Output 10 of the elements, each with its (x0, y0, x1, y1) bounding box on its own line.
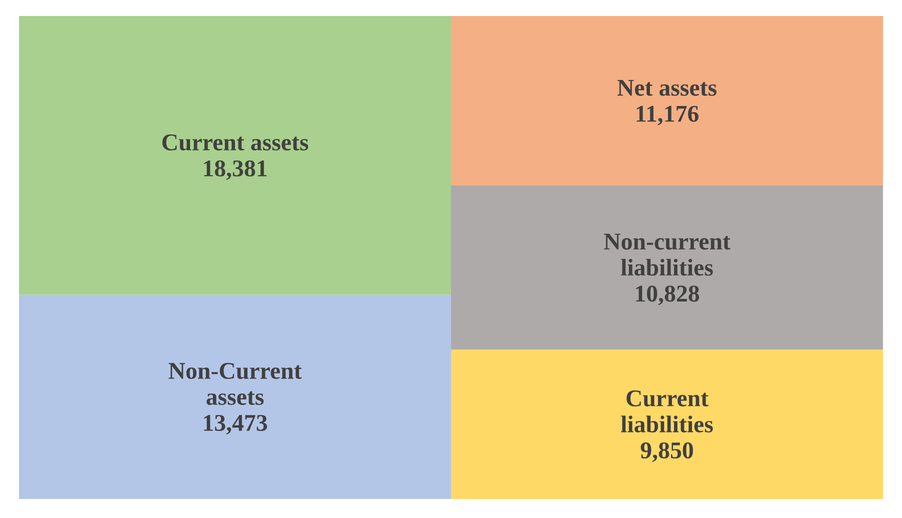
category-label: Non-current liabilities (604, 234, 730, 276)
category-label: Non-Current assets (168, 362, 302, 405)
category-label: Current assets (162, 134, 308, 151)
data-label: 13,473 (204, 414, 268, 434)
category-label: Current liabilities (621, 390, 713, 432)
data-label: 11,176 (636, 106, 698, 126)
data-label: 10,828 (636, 286, 700, 306)
category-label: Net assets (617, 80, 716, 96)
data-label: 9,850 (640, 442, 693, 462)
data-label: 18,381 (204, 160, 267, 180)
